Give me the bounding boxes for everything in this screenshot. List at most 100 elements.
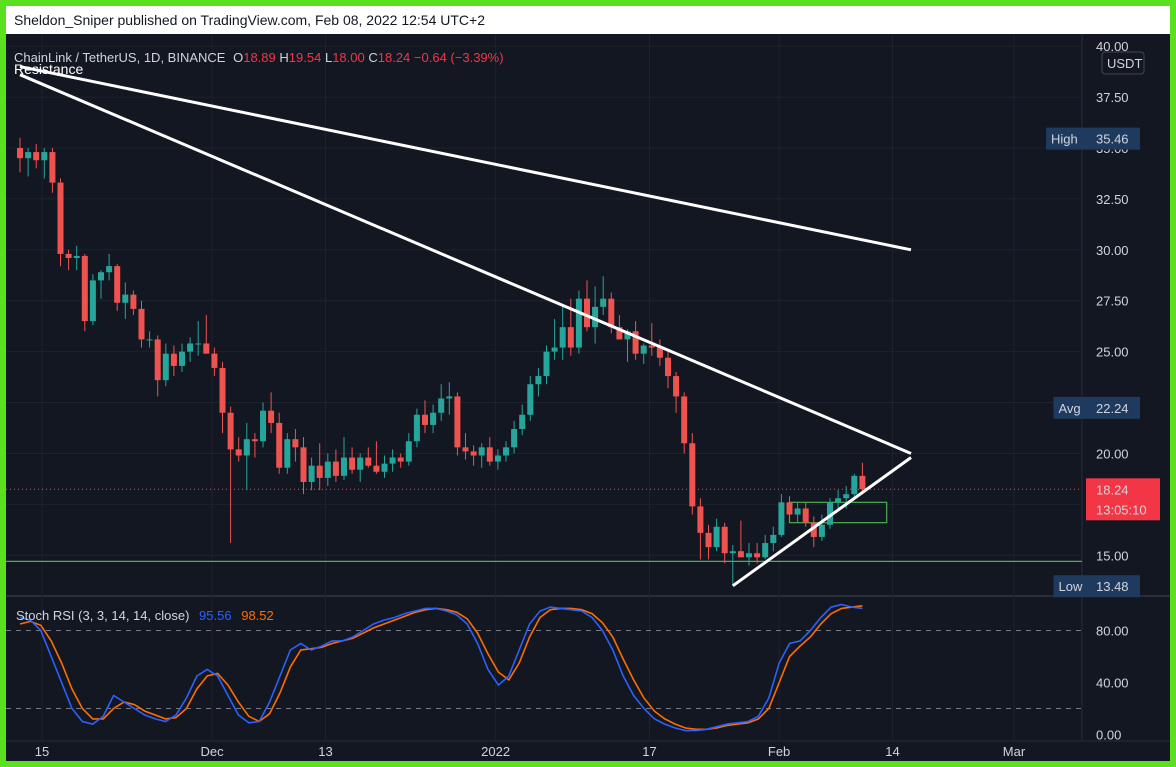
candle-body (170, 353, 177, 366)
candle-body (494, 455, 501, 462)
candle (422, 400, 428, 434)
candle-body (843, 494, 850, 499)
stoch-rsi-tick-label: 80.00 (1096, 624, 1129, 639)
high-tag: High 35.46 (1046, 127, 1140, 150)
candle (462, 433, 469, 460)
candle-body (754, 553, 761, 558)
candle (316, 443, 323, 491)
candle (65, 249, 72, 271)
candle-body (559, 327, 566, 348)
stoch-rsi-tick-label: 0.00 (1096, 728, 1121, 743)
chart-frame: 40.0037.5035.0032.5030.0027.5025.0022.50… (6, 6, 1170, 761)
candle (802, 502, 809, 527)
candle (648, 323, 655, 356)
price-tick-label: 40.00 (1096, 39, 1129, 54)
candle (713, 518, 720, 552)
symbol-label[interactable]: ChainLink / TetherUS, 1D, BINANCE (14, 50, 226, 65)
stoch-rsi-k-line (19, 603, 863, 732)
candle-body (575, 298, 582, 348)
candle (673, 372, 680, 413)
high-value: 19.54 (288, 50, 322, 65)
candle (551, 319, 558, 360)
high-tag-value: 35.46 (1096, 132, 1129, 147)
candle-body (802, 508, 809, 523)
candle-body (227, 412, 234, 450)
candle-body (656, 347, 663, 358)
candle-body (365, 457, 372, 466)
candle-body (276, 422, 283, 468)
candle-body (187, 343, 194, 352)
low-value: 18.00 (332, 50, 365, 65)
candle-body (341, 457, 347, 476)
price-ticks: 40.0037.5035.0032.5030.0027.5025.0022.50… (6, 39, 1129, 563)
candle-body (786, 502, 793, 515)
time-tick-label: 15 (35, 744, 49, 759)
candle-body (405, 441, 412, 462)
candle-body (608, 298, 615, 328)
price-tick-label: 15.00 (1096, 548, 1129, 563)
price-tick-label: 25.00 (1096, 345, 1129, 360)
low-tag-label: Low (1059, 579, 1083, 594)
candle (737, 520, 744, 558)
candle-body (681, 396, 688, 444)
candle-body (81, 255, 88, 322)
candle (697, 498, 704, 560)
candle-body (511, 429, 518, 448)
price-tick-label: 20.00 (1096, 446, 1129, 461)
high-tag-label-box (1046, 127, 1086, 150)
candle (154, 335, 161, 397)
candle-body (584, 298, 590, 328)
candle (503, 441, 509, 462)
candle-body (770, 534, 777, 544)
candle-body (632, 331, 639, 354)
candle (203, 314, 210, 354)
candle-body (211, 353, 218, 368)
open-value: 18.89 (243, 50, 276, 65)
low-tag-label-box (1053, 575, 1086, 598)
stoch-rsi-tick-label: 40.00 (1096, 676, 1129, 691)
stoch-rsi-d-value: 98.52 (241, 608, 274, 623)
candle-body (33, 152, 40, 161)
price-tick-label: 27.50 (1096, 294, 1129, 309)
candle-body (527, 384, 534, 415)
stoch-rsi-d-line (19, 605, 863, 731)
candle (57, 178, 64, 267)
candle-body (41, 152, 48, 161)
price-tick-label: 32.50 (1096, 192, 1129, 207)
candle-body (154, 339, 161, 381)
candle (98, 270, 104, 299)
candle (114, 264, 121, 311)
candle (665, 351, 671, 389)
candle-body (600, 298, 607, 307)
candle (486, 437, 493, 466)
candle-body (413, 414, 420, 442)
candle (357, 453, 364, 482)
candle-body (486, 447, 493, 462)
chart-canvas[interactable]: 40.0037.5035.0032.5030.0027.5025.0022.50… (6, 6, 1170, 761)
candle (859, 462, 866, 495)
stoch-rsi-label[interactable]: Stoch RSI (3, 3, 14, 14, close) (16, 608, 190, 623)
candle-body (810, 522, 817, 537)
candle-body (697, 506, 704, 533)
candles (17, 137, 866, 586)
candle-body (737, 551, 744, 558)
candle-body (73, 255, 80, 258)
candle-body (389, 457, 396, 464)
low-label: L (324, 50, 333, 65)
candle-body (122, 294, 129, 303)
close-label: C (368, 50, 378, 65)
last-price-tag (1086, 478, 1160, 521)
candle (835, 490, 842, 511)
candle-body (470, 451, 477, 456)
candle (146, 331, 153, 348)
open-label: O (233, 50, 244, 65)
candle (543, 345, 550, 385)
candle (729, 545, 736, 586)
candle-body (592, 306, 599, 328)
candle (584, 280, 590, 332)
candle (276, 412, 283, 474)
candle-body (235, 449, 242, 456)
candle (754, 543, 761, 564)
last-price-value: 18.24 (1096, 482, 1129, 497)
candle-body (503, 447, 509, 456)
